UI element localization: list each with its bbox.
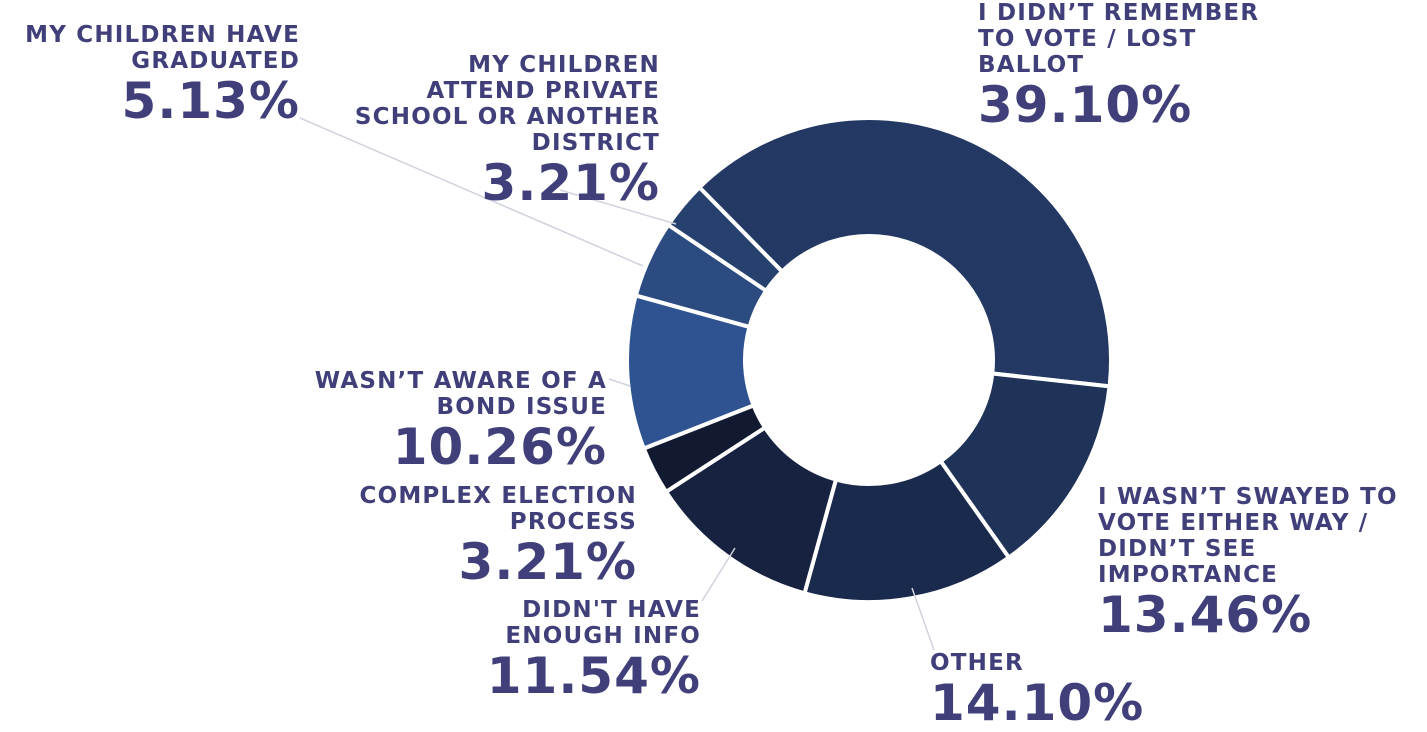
slice-other — [802, 459, 1011, 604]
slice-value-other: 14.10% — [930, 674, 1145, 732]
slice-name-forgot-3: BALLOT — [978, 52, 1085, 78]
slice-label-other: OTHER 14.10% — [930, 650, 1144, 730]
leader-line-graduated — [299, 117, 644, 267]
slice-label-graduated: MY CHILDREN HAVE GRADUATED 5.13% — [25, 22, 300, 128]
leader-line-other — [911, 587, 935, 651]
slice-name-private-3: SCHOOL OR ANOTHER — [354, 104, 660, 130]
slice-name-not-swayed-2: VOTE EITHER WAY / — [1098, 510, 1369, 536]
leader-line-no-info — [701, 547, 736, 602]
slice-name-forgot-2: TO VOTE / LOST — [978, 26, 1197, 52]
slice-name-not-swayed: I WASN’T SWAYED TO — [1098, 484, 1398, 510]
slice-name-private-4: DISTRICT — [531, 130, 660, 156]
slice-name-not-aware-2: BOND ISSUE — [436, 394, 607, 420]
leader-line-private — [559, 189, 677, 225]
slice-value-not-aware: 10.26% — [392, 418, 607, 476]
slice-label-private: MY CHILDREN ATTEND PRIVATE SCHOOL OR ANO… — [355, 52, 660, 210]
slice-name-graduated-2: GRADUATED — [131, 48, 300, 74]
slice-private — [666, 185, 785, 293]
slice-label-forgot: I DIDN’T REMEMBER TO VOTE / LOST BALLOT … — [978, 0, 1259, 132]
slice-name-other: OTHER — [930, 650, 1024, 676]
slice-name-not-swayed-4: IMPORTANCE — [1098, 562, 1279, 588]
slice-label-not-swayed: I WASN’T SWAYED TO VOTE EITHER WAY / DID… — [1098, 484, 1398, 642]
slice-name-forgot: I DIDN’T REMEMBER — [978, 0, 1260, 26]
slice-label-not-aware: WASN’T AWARE OF A BOND ISSUE 10.26% — [315, 368, 607, 474]
slice-name-private-2: ATTEND PRIVATE — [426, 78, 660, 104]
slice-label-complex: COMPLEX ELECTION PROCESS 3.21% — [360, 483, 638, 589]
leader-lines — [299, 117, 935, 651]
slice-name-no-info: DIDN'T HAVE — [522, 597, 701, 623]
slice-value-graduated: 5.13% — [121, 72, 300, 130]
slice-name-graduated: MY CHILDREN HAVE — [25, 22, 300, 48]
slice-forgot — [697, 116, 1113, 389]
slice-value-private: 3.21% — [481, 154, 660, 212]
slice-name-not-aware: WASN’T AWARE OF A — [314, 368, 607, 394]
slice-value-no-info: 11.54% — [486, 647, 701, 705]
slice-label-no-info: DIDN'T HAVE ENOUGH INFO 11.54% — [487, 597, 701, 703]
leader-line-not-aware — [608, 378, 631, 387]
slice-value-forgot: 39.10% — [978, 76, 1193, 134]
slice-name-no-info-2: ENOUGH INFO — [505, 623, 701, 649]
donut-slices — [625, 116, 1113, 604]
slice-name-complex-2: PROCESS — [509, 509, 637, 535]
slice-name-complex: COMPLEX ELECTION — [359, 483, 637, 509]
slice-name-not-swayed-3: DIDN’T SEE — [1098, 536, 1257, 562]
slice-name-private: MY CHILDREN — [468, 52, 660, 78]
slice-value-complex: 3.21% — [458, 533, 637, 591]
slice-value-not-swayed: 13.46% — [1098, 586, 1313, 644]
